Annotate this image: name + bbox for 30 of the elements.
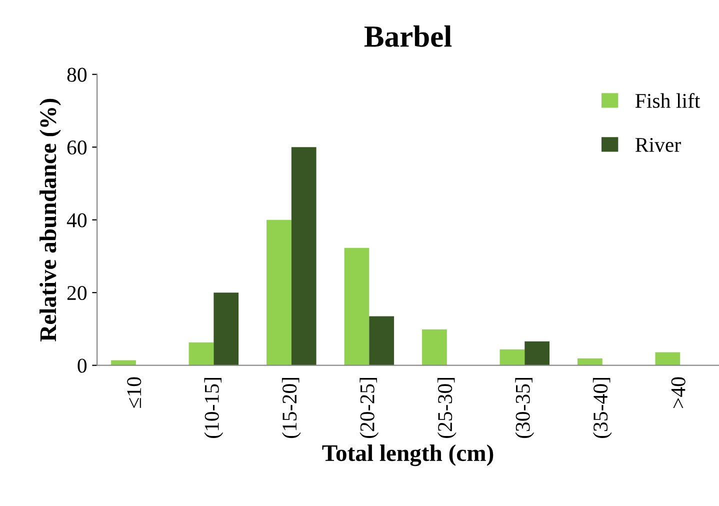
bar: [214, 292, 239, 366]
x-tick-label: >40: [671, 377, 686, 408]
bar: [266, 220, 292, 366]
x-tick-label: (30-35]: [515, 378, 534, 438]
y-tick-label: 0: [78, 358, 87, 373]
x-tick-label: (20-25]: [360, 378, 379, 438]
bar: [500, 349, 525, 366]
x-tick-label: (35-40]: [592, 378, 612, 438]
legend-label: River: [635, 138, 681, 152]
chart-title: Barbel: [364, 25, 452, 47]
y-axis-title: Relative abundance (%): [40, 98, 61, 342]
y-tick-label: 60: [67, 140, 87, 155]
x-tick-label: (10-15]: [204, 378, 224, 438]
bar: [111, 360, 136, 366]
bar: [369, 316, 394, 366]
bar: [422, 329, 447, 366]
bar: [524, 341, 550, 366]
x-tick-label: ≤10: [127, 377, 142, 408]
bar: [655, 352, 680, 366]
x-axis-title: Total length (cm): [322, 444, 494, 466]
legend-label: Fish lift: [635, 93, 700, 108]
bar: [578, 358, 602, 366]
y-tick-label: 80: [67, 68, 87, 82]
x-tick-label: (25-30]: [437, 378, 456, 438]
bar: [188, 342, 214, 366]
x-tick-label: (15-20]: [282, 378, 301, 438]
bar: [291, 147, 316, 366]
bar: [344, 248, 370, 366]
y-tick-label: 40: [66, 213, 87, 228]
y-tick-label: 20: [67, 286, 87, 300]
